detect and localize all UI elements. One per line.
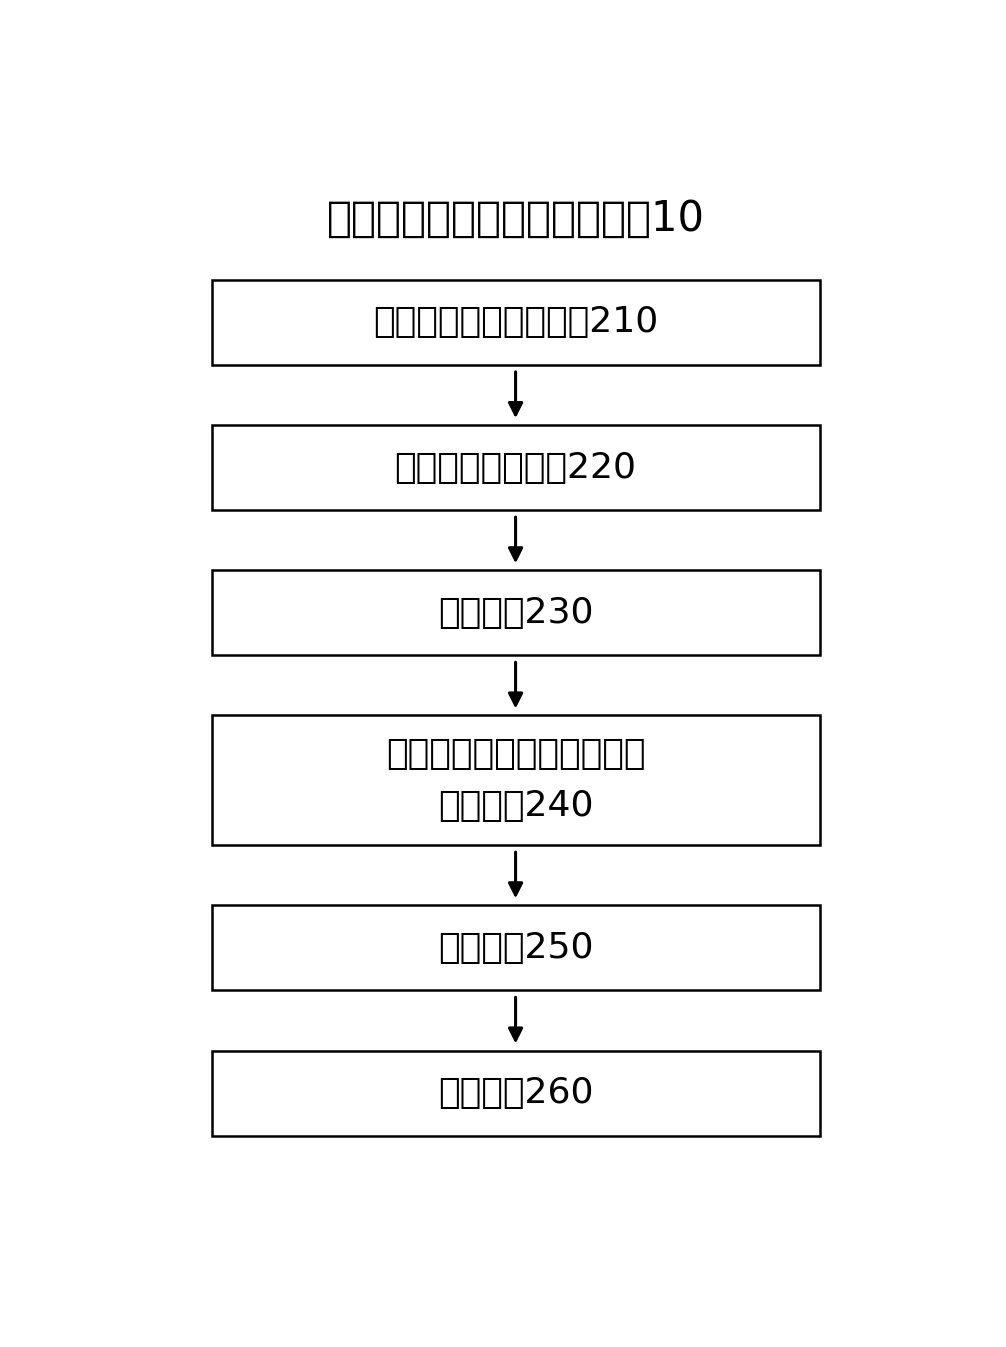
Text: 拆分单元230: 拆分单元230 [438,595,594,630]
Bar [211,570,820,656]
Text: 基于距离权重的多项式插值: 基于距离权重的多项式插值 [386,737,645,772]
Text: 加窗处理单元单元220: 加窗处理单元单元220 [394,451,637,485]
Bar [211,715,820,845]
Bar [211,905,820,990]
Bar [211,1051,820,1136]
Bar [211,426,820,511]
Text: 合成单元250: 合成单元250 [438,931,594,964]
Text: 波形拼接中的拼接点平滑程序10: 波形拼接中的拼接点平滑程序10 [327,198,704,240]
Text: 处理单元240: 处理单元240 [438,789,594,823]
Text: 语音信号截取单元单元210: 语音信号截取单元单元210 [373,306,658,339]
Bar [211,280,820,365]
Text: 拼接单元260: 拼接单元260 [438,1076,594,1110]
